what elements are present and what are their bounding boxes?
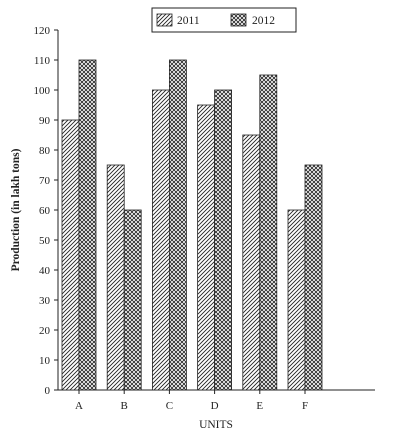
x-tick-label-A: A bbox=[75, 400, 83, 412]
bar-B-2012 bbox=[123, 209, 142, 391]
bar-F-2012 bbox=[304, 164, 323, 391]
y-tick-label-50: 50 bbox=[39, 235, 51, 247]
bar-D-2012 bbox=[214, 89, 233, 391]
y-axis-title: Production (in lakh tons) bbox=[10, 148, 22, 271]
y-tick-label-20: 20 bbox=[39, 325, 51, 337]
bar-C-2012 bbox=[168, 59, 187, 391]
bars bbox=[61, 59, 323, 391]
x-tick-labels: A B C D E F bbox=[75, 390, 308, 412]
x-axis-title: UNITS bbox=[199, 419, 233, 431]
legend-label-2011: 2011 bbox=[177, 15, 200, 27]
bar-A-2012 bbox=[78, 59, 97, 391]
bar-E-2012 bbox=[259, 74, 278, 391]
legend-label-2012: 2012 bbox=[252, 15, 275, 27]
bar-F-2011 bbox=[287, 209, 306, 391]
y-tick-labels: 0 10 20 30 40 50 60 70 80 90 100 110 120 bbox=[34, 25, 58, 397]
y-tick-label-30: 30 bbox=[39, 295, 51, 307]
y-tick-label-10: 10 bbox=[39, 355, 51, 367]
x-tick-label-E: E bbox=[256, 400, 263, 412]
x-tick-label-D: D bbox=[211, 400, 219, 412]
bar-C-2011 bbox=[151, 89, 170, 391]
legend-swatch-2011 bbox=[156, 13, 173, 27]
bar-D-2011 bbox=[197, 104, 216, 391]
x-tick-label-F: F bbox=[302, 400, 308, 412]
y-tick-label-40: 40 bbox=[39, 265, 51, 277]
legend-box bbox=[151, 7, 297, 33]
legend: 2011 2012 bbox=[151, 7, 297, 33]
y-tick-label-110: 110 bbox=[34, 55, 51, 67]
legend-swatch-2012 bbox=[230, 13, 247, 27]
x-tick-label-B: B bbox=[121, 400, 128, 412]
y-tick-label-80: 80 bbox=[39, 145, 51, 157]
y-tick-label-90: 90 bbox=[39, 115, 51, 127]
y-tick-label-100: 100 bbox=[34, 85, 51, 97]
y-tick-label-120: 120 bbox=[34, 25, 51, 37]
bar-B-2011 bbox=[106, 164, 125, 391]
x-tick-label-C: C bbox=[166, 400, 173, 412]
y-tick-label-60: 60 bbox=[39, 205, 51, 217]
y-tick-label-70: 70 bbox=[39, 175, 51, 187]
y-tick-label-0: 0 bbox=[45, 385, 51, 397]
bar-E-2011 bbox=[242, 134, 261, 391]
bar-A-2011 bbox=[61, 119, 80, 391]
